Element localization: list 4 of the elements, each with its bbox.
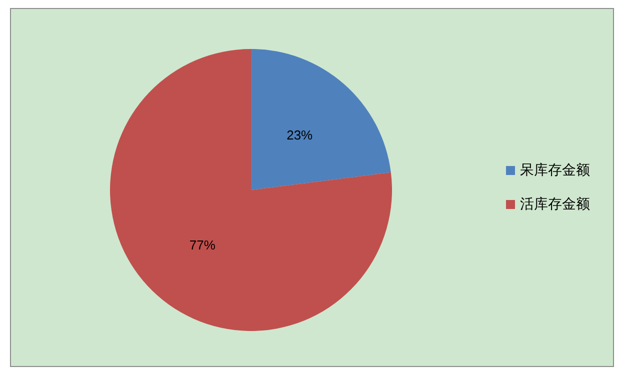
legend-label: 活库存金额 — [520, 196, 590, 212]
data-label: 23% — [286, 127, 314, 142]
data-label: 77% — [189, 238, 216, 253]
legend-label: 呆库存金额 — [520, 162, 590, 178]
